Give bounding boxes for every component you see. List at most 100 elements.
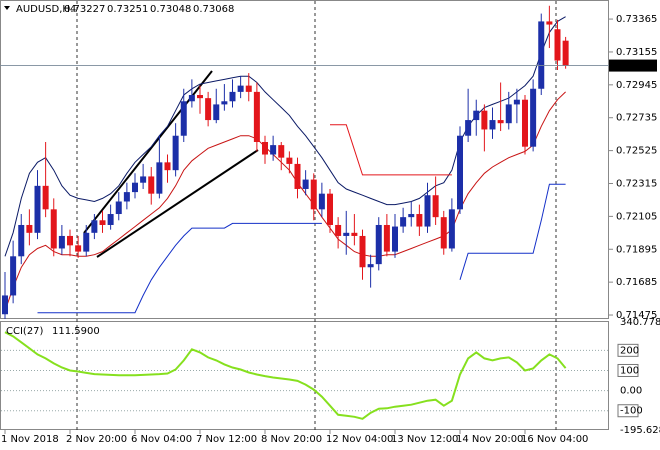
indicator-line: [4, 91, 566, 312]
y-tick-label: 200: [620, 345, 639, 356]
candle-body: [367, 264, 374, 268]
candle-body: [2, 295, 8, 315]
symbol: AUDUSD,H4: [16, 4, 76, 15]
candle-body: [530, 88, 537, 147]
y-tick-label: 0.72735: [616, 113, 657, 124]
menu-arrow: [4, 6, 10, 10]
cci-line: [4, 331, 567, 420]
candle-body: [375, 224, 382, 265]
candle-body: [205, 98, 212, 121]
candle-body: [416, 214, 423, 227]
candle-body: [132, 182, 138, 193]
candle-body: [513, 99, 520, 105]
candle-body: [432, 195, 439, 218]
candle-body: [180, 101, 187, 136]
level-box: [617, 404, 639, 418]
candle-body: [253, 91, 260, 142]
y-tick-label: 0.72525: [616, 146, 657, 157]
candle-body: [473, 110, 480, 121]
candle-body: [91, 220, 98, 233]
x-tick-label: 13 Nov 12:00: [391, 434, 458, 445]
candle-body: [327, 193, 333, 225]
x-tick-label: 1 Nov 2018: [1, 434, 59, 445]
candle-body: [148, 176, 155, 194]
candle-body: [383, 224, 390, 252]
candle-body: [18, 224, 25, 257]
candle-body: [50, 209, 57, 249]
y-tick-label: 0.71475: [616, 310, 657, 321]
indicator-line: [330, 124, 452, 176]
candle-body: [99, 220, 106, 225]
candle-body: [392, 226, 398, 252]
x-tick-label: 6 Nov 04:00: [131, 434, 192, 445]
candle-body: [538, 21, 545, 89]
candle-body: [75, 245, 82, 252]
candle-body: [302, 179, 309, 189]
candle-body: [115, 201, 122, 215]
candle-body: [554, 29, 561, 61]
candle-body: [310, 179, 317, 210]
candle-body: [42, 185, 49, 210]
y-tick-label: -100: [620, 406, 643, 417]
candle-body: [489, 120, 496, 130]
level-box: [617, 343, 639, 357]
plot: 0.73365 0.73155 0.72945 0.72735 0.72525 0.723…: [0, 5, 660, 445]
y-tick-label: 0.00: [620, 386, 642, 397]
candle-body: [58, 235, 65, 249]
candle-body: [140, 176, 147, 183]
candle-body: [335, 224, 342, 236]
cci-name: CCI(27): [6, 326, 44, 337]
candle-body: [481, 110, 488, 130]
candle-body: [351, 232, 358, 236]
candle-body: [10, 256, 17, 296]
current-price-box: [609, 59, 657, 72]
current-price-label: 0.73068: [613, 61, 654, 72]
candle-body: [497, 120, 504, 124]
y-tick-label: 0.71685: [616, 277, 657, 288]
candle-body: [505, 104, 512, 124]
candle-body: [440, 217, 447, 249]
y-tick-label: 0.73365: [616, 14, 657, 25]
candle-body: [164, 162, 171, 171]
candle-body: [123, 192, 130, 202]
main-pane: [0, 0, 609, 319]
x-tick-label: 12 Nov 04:00: [326, 434, 393, 445]
candle-body: [34, 185, 41, 233]
trend-line: [96, 149, 259, 258]
candle-body: [26, 224, 33, 233]
candle-body: [286, 157, 293, 164]
x-tick-label: 14 Nov 20:00: [456, 434, 523, 445]
candle-body: [424, 195, 431, 227]
candle-body: [83, 232, 90, 252]
indicator-line: [37, 183, 566, 314]
x-tick-label: 7 Nov 12:00: [196, 434, 257, 445]
low: 0.73048: [150, 4, 191, 15]
candle-body: [546, 21, 553, 25]
candle-body: [294, 163, 301, 189]
candle-body: [213, 104, 220, 121]
candle-body: [457, 135, 463, 210]
y-tick-label: 0.72945: [616, 80, 657, 91]
y-tick-label: 0.72105: [616, 211, 657, 222]
candle-body: [197, 95, 203, 99]
candle-body: [359, 235, 366, 268]
candle-body: [172, 135, 179, 171]
candle-body: [318, 193, 325, 210]
candle-body: [245, 85, 252, 92]
candle-body: [278, 145, 285, 158]
high: 0.73251: [107, 4, 148, 15]
candle-body: [67, 235, 73, 246]
y-tick-label: -195.6284: [620, 425, 660, 436]
cci-pane: [0, 321, 609, 430]
open: 0.73227: [64, 4, 105, 15]
cci-value: 111.5900: [52, 326, 100, 337]
y-tick-label: 340.7788: [620, 317, 660, 328]
level-box: [617, 363, 639, 377]
candle-body: [221, 101, 228, 105]
candle-body: [448, 209, 455, 249]
candle-body: [156, 162, 163, 194]
candle-body: [408, 214, 415, 218]
x-tick-label: 2 Nov 20:00: [66, 434, 127, 445]
close: 0.73068: [193, 4, 234, 15]
